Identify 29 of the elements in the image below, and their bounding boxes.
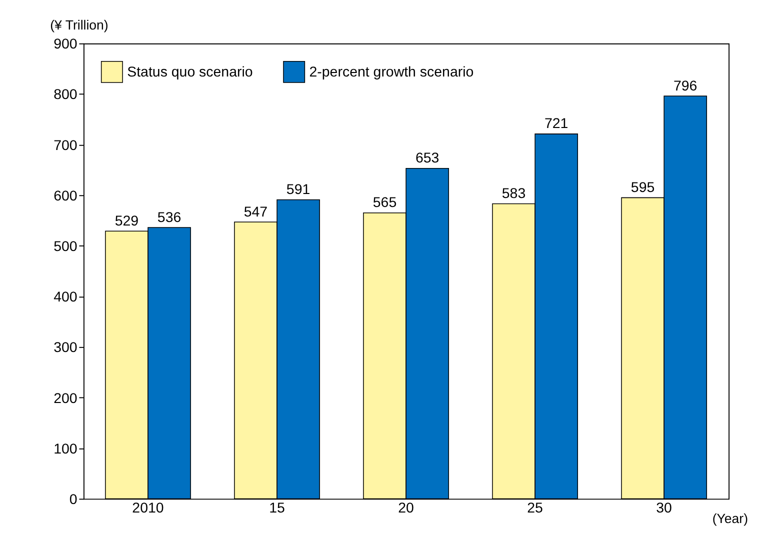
legend-label: Status quo scenario	[127, 64, 253, 81]
data-label: 529	[114, 213, 139, 230]
y-tick-label: 600	[54, 188, 78, 204]
data-label: 591	[286, 182, 310, 198]
data-label: 595	[630, 180, 655, 196]
data-label: 565	[372, 195, 397, 212]
y-tick-label: 300	[54, 340, 78, 356]
data-label: 547	[244, 204, 268, 220]
x-axis-title: (Year)	[712, 510, 748, 526]
y-tick-label: 400	[54, 290, 78, 306]
y-tick-label: 700	[54, 138, 78, 154]
y-tick-label: 900	[54, 36, 78, 53]
y-tick-label: 800	[54, 87, 78, 104]
x-tick-label: 15	[269, 500, 285, 516]
x-tick-label: 25	[527, 500, 544, 516]
x-tick-label: 2010	[132, 500, 164, 516]
y-tick-label: 0	[69, 492, 78, 508]
y-axis-title: (¥ Trillion)	[50, 18, 108, 33]
x-tick-label: 20	[398, 500, 414, 516]
y-tick-label: 500	[54, 238, 78, 255]
data-label: 536	[157, 210, 182, 226]
x-tick-label: 30	[656, 500, 672, 516]
y-tick-label: 100	[54, 441, 78, 458]
data-label: 796	[673, 78, 698, 94]
y-tick-label: 200	[54, 390, 78, 407]
data-label: 721	[544, 116, 568, 132]
legend-label: 2-percent growth scenario	[309, 64, 474, 81]
data-label: 583	[502, 186, 526, 202]
data-label: 653	[415, 150, 440, 167]
